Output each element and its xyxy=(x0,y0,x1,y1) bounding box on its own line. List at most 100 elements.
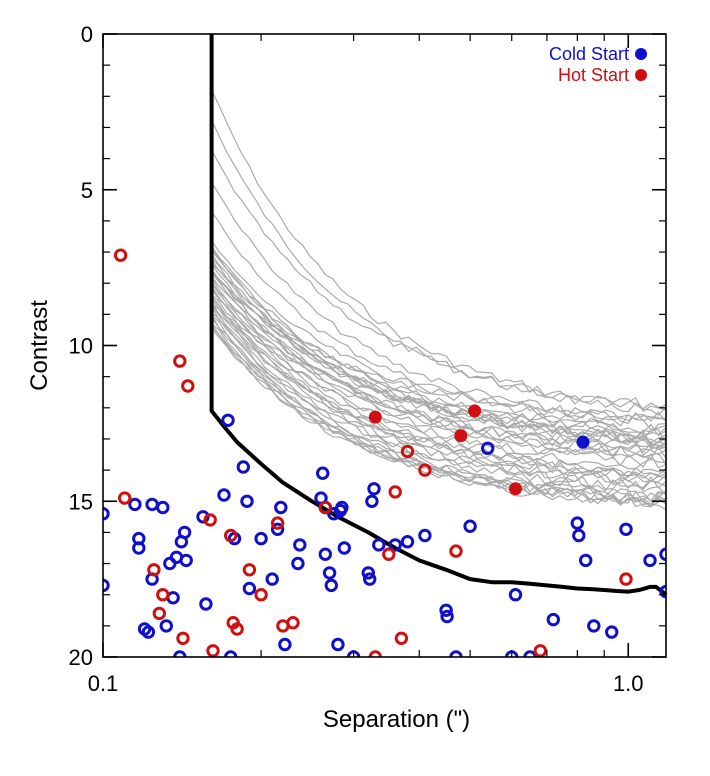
cold-start-field-point xyxy=(463,519,477,533)
x-axis-label: Separation (") xyxy=(323,706,470,733)
contrast-curve xyxy=(211,240,666,427)
hot-start-field-point xyxy=(533,644,547,657)
contrast-curve xyxy=(211,90,666,416)
contrast-curve xyxy=(211,276,666,454)
contrast-curve xyxy=(211,253,666,450)
hot-start-field-point xyxy=(254,588,268,602)
hot-start-field-point xyxy=(400,444,415,459)
legend-label: Cold Start xyxy=(549,44,629,64)
contrast-curve xyxy=(211,182,666,425)
cold-start-field-point xyxy=(217,488,231,502)
hot-start-field-point xyxy=(318,500,332,515)
contrast-curve xyxy=(211,249,666,437)
hot-start-field-point xyxy=(270,516,285,530)
cold-start-detection-point xyxy=(576,435,590,449)
cold-start-field-point xyxy=(587,619,601,633)
hot-start-field-point xyxy=(147,563,161,577)
cold-start-field-point xyxy=(337,541,351,555)
cold-start-field-point xyxy=(159,619,174,633)
contrast-curve xyxy=(211,324,666,505)
cold-start-field-point xyxy=(242,581,257,596)
cold-start-field-point xyxy=(570,516,584,530)
cold-start-field-point xyxy=(322,566,337,580)
hot-start-field-point xyxy=(224,528,238,543)
cold-start-field-point xyxy=(274,500,288,515)
cold-start-field-point xyxy=(270,522,285,536)
cold-start-field-point xyxy=(546,612,560,627)
cold-start-field-point xyxy=(331,637,345,652)
contrast-curve xyxy=(211,120,666,413)
y-tick-label: 15 xyxy=(69,489,93,514)
cold-start-field-point xyxy=(278,637,292,652)
hot-start-field-point xyxy=(230,622,244,636)
contrast-curve xyxy=(211,325,666,508)
cold-start-field-point xyxy=(643,553,657,568)
hot-start-field-point xyxy=(173,354,187,368)
contrast-curve xyxy=(211,281,666,460)
cold-start-field-point xyxy=(240,494,254,508)
cold-start-field-point xyxy=(579,553,593,568)
hot-start-field-point xyxy=(113,248,128,262)
contrast-curve xyxy=(211,314,666,505)
cold-start-field-point xyxy=(324,578,338,593)
contrast-curve xyxy=(211,298,666,489)
cold-start-field-point xyxy=(619,522,633,536)
cold-start-field-point xyxy=(141,625,156,639)
hot-start-detection-point xyxy=(509,482,522,496)
cold-start-field-point xyxy=(372,538,386,552)
hot-start-field-point xyxy=(181,379,195,393)
cold-start-field-point xyxy=(327,507,341,521)
y-tick-label: 0 xyxy=(81,22,93,47)
legend-marker xyxy=(635,48,647,60)
cold-start-field-point xyxy=(254,531,268,546)
cold-start-field-point xyxy=(316,466,330,480)
cold-start-field-point xyxy=(128,497,142,512)
hot-start-detection-point xyxy=(454,429,468,443)
cold-start-field-point xyxy=(335,500,349,515)
cold-start-field-point xyxy=(440,609,454,624)
hot-start-field-point xyxy=(206,644,220,657)
cold-start-field-point xyxy=(236,460,251,474)
y-tick-label: 20 xyxy=(69,645,93,670)
cold-start-field-point xyxy=(572,528,586,543)
contrast-curve xyxy=(211,327,666,506)
cold-start-field-point xyxy=(199,597,213,611)
hot-start-field-point xyxy=(152,606,167,621)
cold-start-field-point xyxy=(388,538,402,552)
contrast-curve xyxy=(211,301,666,479)
cold-start-field-point xyxy=(179,553,193,568)
cold-start-field-point xyxy=(221,413,235,427)
hot-start-field-point xyxy=(118,491,132,505)
legend-marker xyxy=(635,69,647,81)
hot-start-field-point xyxy=(156,588,170,602)
hot-start-field-point xyxy=(286,616,300,630)
contrast-curve xyxy=(211,263,666,447)
cold-start-field-point xyxy=(365,494,379,508)
contrast-curve xyxy=(211,263,666,447)
hot-start-detection-point xyxy=(468,404,482,418)
contrast-curve xyxy=(211,150,666,413)
cold-start-field-point xyxy=(177,525,192,540)
cold-start-field-point xyxy=(265,572,279,586)
x-tick-label: 1.0 xyxy=(613,671,644,696)
cold-start-field-point xyxy=(156,500,170,515)
contrast-curve xyxy=(211,296,666,482)
contrast-curve xyxy=(211,287,666,469)
cold-start-field-point xyxy=(196,510,210,524)
contrast-curve xyxy=(211,211,666,431)
limit-curve xyxy=(209,34,668,597)
limit-curve-group xyxy=(209,34,668,597)
contrast-curve xyxy=(211,317,666,502)
cold-start-field-point xyxy=(293,538,307,552)
hot-start-field-point xyxy=(418,463,432,477)
cold-start-field-point xyxy=(291,556,305,571)
contrast-curve xyxy=(211,268,666,460)
cold-start-field-point xyxy=(361,566,375,580)
axes: 0 5 10 15 200.1 1.0 Separation (") Contrast xyxy=(26,22,667,733)
cold-start-field-point xyxy=(367,482,381,496)
contrast-curve xyxy=(211,271,666,423)
cold-start-field-point xyxy=(400,535,415,549)
cold-start-field-point xyxy=(418,528,432,543)
